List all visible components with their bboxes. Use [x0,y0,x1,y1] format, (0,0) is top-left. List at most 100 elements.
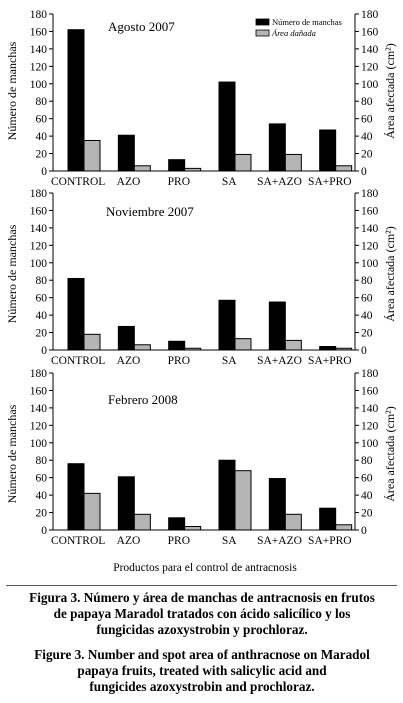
panel-1-right-tick-label: 180 [361,9,379,21]
legend-label-manchas: Número de manchas [272,17,342,27]
panel-1-left-tick-label: 0 [41,166,47,178]
panel-1-left-tick-label: 20 [36,149,48,161]
panel-1-right-tick-label: 0 [361,166,367,178]
panel-3-right-axis-label: Área afectada (cm²) [383,406,397,502]
caption-english: Figure 3. Number and spot area of anthra… [6,647,398,695]
panel-3-bar-manchas [168,517,186,531]
panel-3-bar-manchas [117,476,135,531]
panel-2-right-tick-label: 100 [361,258,379,270]
panel-3-marks: 0 0 20 20 40 40 60 60 80 80 100 100 120 120 140 140 160 1… [30,368,379,547]
panel-2-bar-manchas [67,277,85,351]
panel-2-marks: 0 0 20 20 40 40 60 60 80 80 100 100 120 120 140 140 160 1… [30,188,379,367]
panel-2-right-tick-label: 20 [361,328,373,340]
panel-3-category-label: CONTROL [51,535,105,547]
panel-febrero-2008: 0 0 20 20 40 40 60 60 80 80 100 100 120 120 140 140 160 1… [5,368,397,547]
legend-swatch-manchas [255,18,270,26]
panel-3-right-tick-label: 100 [361,438,379,450]
panel-3-left-tick-label: 20 [36,508,48,520]
panel-2-bar-area [83,333,101,351]
panel-2-category-label: CONTROL [51,355,105,367]
panel-1-category-label: CONTROL [51,176,105,188]
panel-2-bar-area [234,338,252,351]
panel-2-left-tick-label: 20 [36,328,48,340]
panel-2-left-tick-label: 140 [30,223,48,235]
panel-1-left-tick-label: 80 [36,96,48,108]
panel-2-title: Noviembre 2007 [106,204,194,219]
legend-swatch-area [255,29,270,37]
panel-2-bar-manchas [117,325,135,351]
panel-3-category-label: AZO [117,535,141,547]
panel-1-bar-area [133,165,151,172]
panel-2-right-tick-label: 140 [361,223,379,235]
panel-1-right-axis-label: Área afectada (cm²) [383,43,397,139]
panel-3-bar-manchas [319,507,337,531]
panel-1-bar-manchas [218,81,236,172]
x-axis-label: Productos para el control de antracnosis [113,562,297,574]
panel-1-category-label: PRO [168,176,190,188]
panel-3-left-tick-label: 60 [36,473,48,485]
panel-1-left-tick-label: 180 [30,9,48,21]
panel-1-bar-area [83,139,101,172]
panel-1-left-tick-label: 40 [36,131,48,143]
panel-1-category-label: AZO [117,176,141,188]
panel-3-category-label: SA+PRO [308,535,352,547]
caption-es-line-1: Figura 3. Número y área de manchas de an… [29,590,375,605]
panel-2-left-tick-label: 160 [30,205,48,217]
panel-3-bar-manchas [218,459,236,531]
panel-2-left-tick-label: 120 [30,240,48,252]
panel-2-bar-manchas [268,301,286,351]
panel-1-bar-manchas [117,134,135,172]
caption-en-line-1: Figure 3. Number and spot area of anthra… [34,647,370,662]
panel-1-left-tick-label: 140 [30,44,48,56]
panel-1-category-label: SA [222,176,237,188]
panel-1-bar-area [335,165,353,172]
panel-3-left-tick-label: 40 [36,490,48,502]
panel-2-category-label: SA+PRO [308,355,352,367]
panel-1-bar-area [284,153,302,172]
panel-2-bar-area [284,339,302,351]
panel-2-right-tick-label: 160 [361,205,379,217]
panel-3-category-label: SA [222,535,237,547]
panel-2-bar-manchas [319,346,337,351]
panel-2-category-label: AZO [117,355,141,367]
panel-1-left-tick-label: 60 [36,114,48,126]
panel-3-bar-area [133,513,151,531]
panel-1-left-tick-label: 120 [30,61,48,73]
panel-3-right-tick-label: 20 [361,508,373,520]
panel-2-right-axis-label: Área afectada (cm²) [383,226,397,322]
panel-2-bar-manchas [218,299,236,351]
panel-1-left-axis-label: Número de manchas [5,41,19,140]
panel-2-bar-area [133,344,151,351]
panel-3-left-tick-label: 120 [30,420,48,432]
panel-3-right-tick-label: 160 [361,385,379,397]
panel-3-left-tick-label: 180 [30,368,48,380]
panel-3-bar-manchas [67,463,85,531]
panel-1-marks: 0 0 20 20 40 40 60 60 80 80 100 100 120 120 140 140 160 1… [30,9,379,188]
panel-2-bar-manchas [168,340,186,351]
panel-3-right-tick-label: 0 [361,525,367,537]
panel-1-left-tick-label: 160 [30,26,48,38]
panel-3-left-tick-label: 0 [41,525,47,537]
panel-1-right-tick-label: 20 [361,149,373,161]
panel-3-right-tick-label: 40 [361,490,373,502]
panel-noviembre-2007: 0 0 20 20 40 40 60 60 80 80 100 100 120 120 140 140 160 1… [5,188,397,367]
panel-2-left-tick-label: 40 [36,310,48,322]
caption-es-line-2: de papaya Maradol tratados con ácido sal… [53,606,351,621]
legend-label-area: Área dañada [271,28,316,38]
panel-3-bar-area [83,492,101,531]
caption-top-rule [6,585,397,586]
legend: Número de manchas Área dañada [255,17,342,38]
panel-1-bar-manchas [168,159,186,172]
panel-3-bar-area [234,470,252,531]
panel-agosto-2007: 0 0 20 20 40 40 60 60 80 80 100 100 120 120 140 140 160 1… [5,9,397,188]
panel-3-right-tick-label: 140 [361,403,379,415]
panel-1-bar-area [234,153,252,172]
caption-es-line-3: fungicidas azoxystrobin y prochloraz. [96,622,308,637]
panel-2-left-axis-label: Número de manchas [5,224,19,323]
panel-1-right-tick-label: 120 [361,61,379,73]
panel-1-right-tick-label: 40 [361,131,373,143]
panel-1-title: Agosto 2007 [108,19,175,34]
panel-2-left-tick-label: 100 [30,258,48,270]
panel-1-category-label: SA+AZO [257,176,302,188]
